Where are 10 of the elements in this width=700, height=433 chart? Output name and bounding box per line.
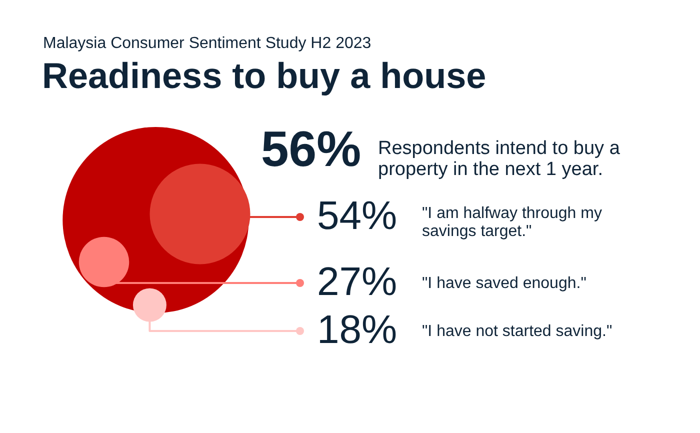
text: Malaysia Consumer Sentiment Study H2 2023 — [43, 35, 372, 52]
category-label: "I have not started saving." — [422, 323, 612, 340]
category-label: "I have saved enough." — [422, 275, 586, 292]
data-label: 56% — [261, 121, 362, 177]
category-label: Respondents intend to buy a property in the next 1 year. — [378, 138, 620, 180]
data-label: 18% — [317, 308, 398, 352]
category-label: "I am halfway through my savings target." — [422, 205, 602, 240]
text: Readiness to buy a house — [42, 55, 486, 96]
data-label: 54% — [317, 194, 398, 238]
data-label: 27% — [317, 260, 398, 304]
